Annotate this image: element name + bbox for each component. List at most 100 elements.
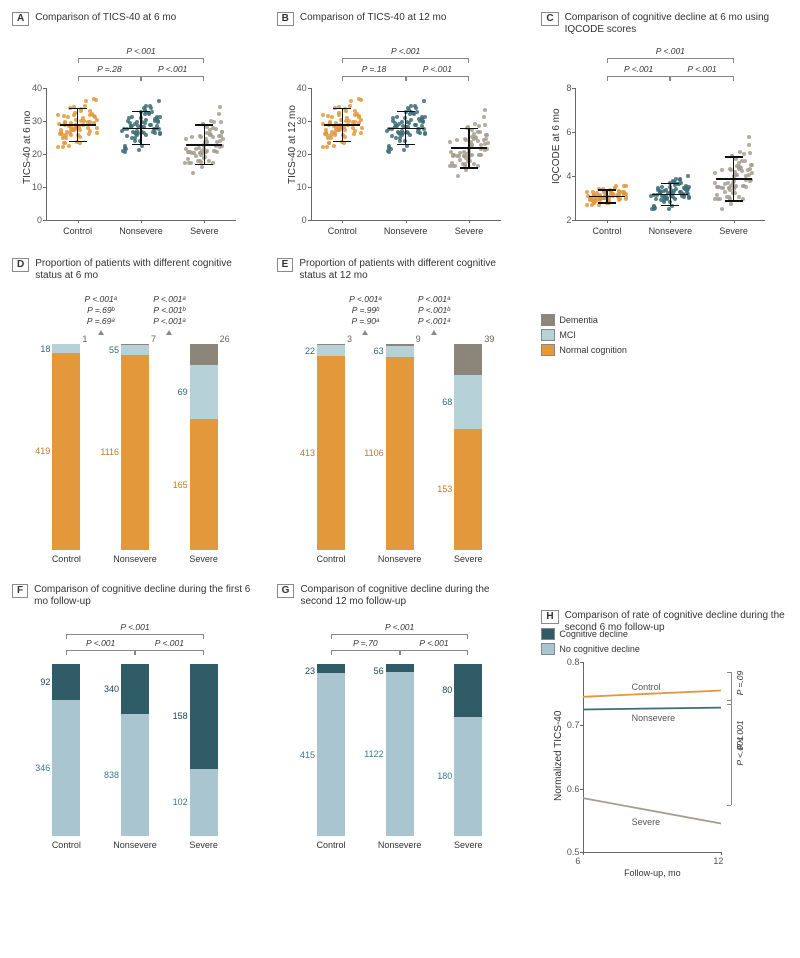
scatter-dot: [144, 118, 148, 122]
scatter-dot: [336, 128, 340, 132]
scatter-dot: [720, 207, 724, 211]
scatter-dot: [95, 126, 99, 130]
panel-header: AComparison of TICS-40 at 6 mo: [12, 12, 259, 38]
panel-title-text: Comparison of TICS-40 at 12 mo: [300, 12, 447, 24]
scatter-dot: [414, 123, 418, 127]
pval-left: P =.69ᵃ: [66, 316, 135, 326]
val-nodecline: 102: [164, 797, 188, 807]
panel-C: CComparison of cognitive decline at 6 mo…: [541, 12, 788, 244]
val-normal: 153: [428, 484, 452, 494]
pval-right: P <.001ᵃ: [135, 294, 204, 304]
scatter-dot: [324, 131, 328, 135]
scatter-dot: [396, 130, 400, 134]
scatter-dot: [740, 169, 744, 173]
panel-letter: E: [277, 258, 294, 272]
pval-right: P <.001ᵃ: [400, 316, 469, 326]
val-mci: 63: [366, 346, 384, 356]
scatter-dot: [395, 115, 399, 119]
stacked-bar: [121, 664, 149, 836]
panel-title-text: Comparison of rate of cognitive decline …: [565, 610, 788, 634]
ytick: 20: [297, 149, 307, 159]
scatter-dot: [415, 110, 419, 114]
scatter-dot: [359, 131, 363, 135]
ylabel: TICS-40 at 12 mo: [287, 105, 298, 184]
scatter-dot: [189, 161, 193, 165]
legend-label: Dementia: [559, 315, 598, 325]
legend-item: Dementia: [541, 314, 788, 326]
scatter-dot: [713, 197, 717, 201]
scatter-dot: [455, 138, 459, 142]
scatter-dot: [674, 187, 678, 191]
scatter-dot: [482, 115, 486, 119]
stacked-bar: [317, 664, 345, 836]
scatter-dot: [188, 150, 192, 154]
pval-right: P <.001: [400, 638, 469, 648]
pval-right: P <.001: [135, 638, 204, 648]
scatter-dot: [151, 130, 155, 134]
scatter-dot: [422, 99, 426, 103]
scatter-dot: [352, 132, 356, 136]
ytick: 20: [32, 149, 42, 159]
xtick-label: Severe: [438, 840, 498, 850]
scatter-dot: [66, 115, 70, 119]
stacked-bar: [52, 344, 80, 550]
panel-B: BComparison of TICS-40 at 12 mo010203040…: [277, 12, 524, 244]
xtick-label: Nonsevere: [376, 226, 436, 236]
pval-left: P =.69ᵇ: [66, 305, 135, 315]
val-dementia: 39: [484, 334, 494, 344]
scatter-dot: [748, 151, 752, 155]
ylabel: IQCODE at 6 mo: [551, 108, 562, 184]
chart-area: 010203040TICS-40 at 6 moControlNonsevere…: [12, 44, 242, 244]
scatter-dot: [64, 136, 68, 140]
legend-label: MCI: [559, 330, 576, 340]
xtick-label: Control: [301, 840, 361, 850]
val-dementia: 9: [416, 334, 421, 344]
pval-right: P <.001ᵃ: [400, 294, 469, 304]
pval-left: P =.18: [342, 64, 405, 74]
xtick-label: Severe: [439, 226, 499, 236]
scatter-dot: [79, 109, 83, 113]
stacked-bar: [386, 344, 414, 550]
xtick-label: Severe: [174, 554, 234, 564]
scatter-dot: [390, 134, 394, 138]
scatter-dot: [458, 151, 462, 155]
stacked-bar: [52, 664, 80, 836]
scatter-dot: [723, 190, 727, 194]
val-mci: 69: [170, 387, 188, 397]
pval-right: P <.001ᵇ: [135, 305, 204, 315]
scatter-dot: [218, 105, 222, 109]
scatter-dot: [483, 108, 487, 112]
scatter-dot: [458, 158, 462, 162]
panel-header: HComparison of rate of cognitive decline…: [541, 610, 788, 636]
ytick: 40: [32, 83, 42, 93]
scatter-dot: [687, 185, 691, 189]
val-decline: 158: [164, 711, 188, 721]
scatter-dot: [211, 135, 215, 139]
scatter-dot: [200, 165, 204, 169]
ytick: 8: [566, 83, 571, 93]
chart-area: 0.50.60.70.8612Normalized TICS-40Follow-…: [541, 642, 771, 882]
scatter-dot: [219, 120, 223, 124]
pval-right: P <.001: [141, 64, 204, 74]
chart-area: 010203040TICS-40 at 12 moControlNonsever…: [277, 44, 507, 244]
scatter-dot: [325, 145, 329, 149]
scatter-dot: [748, 179, 752, 183]
pval-right: P <.001ᵃ: [135, 316, 204, 326]
val-normal: 419: [26, 446, 50, 456]
panel-header: DProportion of patients with different c…: [12, 258, 259, 284]
scatter-dot: [727, 186, 731, 190]
xtick-label: Severe: [438, 554, 498, 564]
scatter-dot: [398, 136, 402, 140]
scatter-dot: [137, 148, 141, 152]
scatter-dot: [190, 135, 194, 139]
scatter-dot: [456, 174, 460, 178]
xtick-label: Nonsevere: [640, 226, 700, 236]
panel-F: FComparison of cognitive decline during …: [12, 584, 259, 856]
scatter-dot: [321, 113, 325, 117]
val-nodecline: 1122: [360, 749, 384, 759]
scatter-dot: [198, 151, 202, 155]
scatter-dot: [654, 197, 658, 201]
scatter-dot: [61, 145, 65, 149]
scatter-dot: [585, 203, 589, 207]
legend-label: Normal cognition: [559, 345, 627, 355]
